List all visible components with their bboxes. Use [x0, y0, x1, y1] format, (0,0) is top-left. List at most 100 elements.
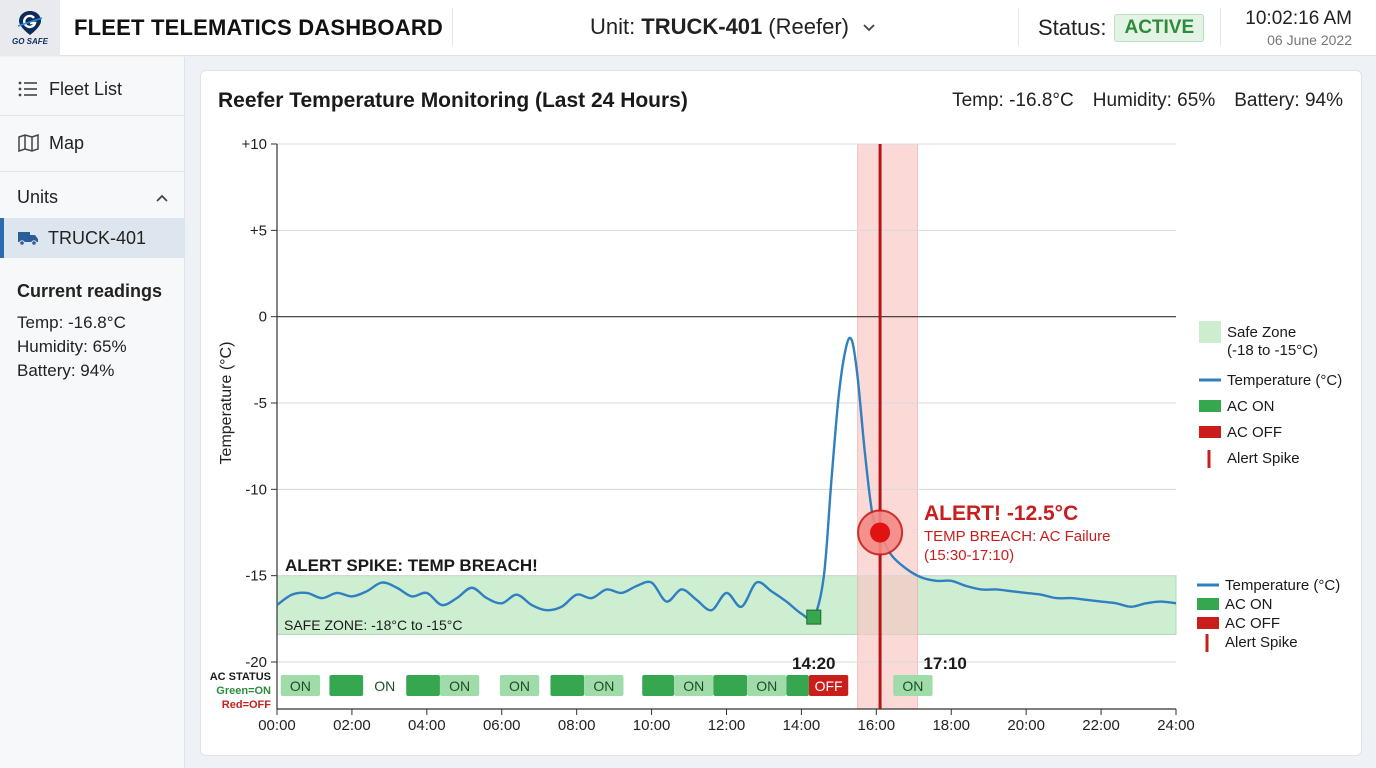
x-tick-label: 08:00 — [558, 717, 596, 734]
ac-status-segment-label: ON — [683, 678, 704, 694]
legend-label: Temperature (°C) — [1227, 372, 1342, 389]
legend-label: AC OFF — [1225, 615, 1280, 632]
x-tick-label: 24:00 — [1157, 717, 1195, 734]
ac-status-segment-label: ON — [374, 678, 395, 694]
sidebar-item-truck-401[interactable]: TRUCK-401 — [0, 218, 185, 258]
x-tick-label: 12:00 — [708, 717, 746, 734]
y-tick-label: 0 — [259, 309, 267, 326]
reading-battery: Battery: 94% — [17, 361, 115, 380]
legend-entry: AC OFF — [1197, 615, 1280, 632]
marker-time-label: 17:10 — [923, 654, 966, 673]
ac-status-segment — [550, 675, 585, 696]
truck-icon — [17, 230, 39, 246]
legend-entry: AC ON — [1197, 596, 1273, 613]
y-axis-label: Temperature (°C) — [218, 342, 235, 465]
sidebar-item-label: Fleet List — [49, 78, 123, 99]
legend-label: Temperature (°C) — [1225, 577, 1340, 594]
legend-entry: Alert Spike — [1205, 634, 1298, 652]
ac-status-segment — [642, 675, 675, 696]
ac-status-segment — [439, 675, 480, 696]
legend-entry: Safe Zone(-18 to -15°C) — [1199, 321, 1318, 359]
ac-status-legend-on: Green=ON — [216, 685, 271, 697]
sidebar-divider — [0, 115, 185, 116]
unit-selector[interactable]: Unit: TRUCK-401 (Reefer) — [590, 14, 877, 40]
reading-humidity: Humidity: 65% — [17, 337, 127, 356]
temp-reading: Temp: -16.8°C — [952, 90, 1074, 111]
breach-start-marker — [806, 609, 822, 625]
x-tick-label: 10:00 — [633, 717, 671, 734]
sidebar: Fleet List Map Units TRUCK-401 — [0, 57, 185, 768]
marker-time-label: 14:20 — [792, 654, 835, 673]
ac-status-segment — [584, 675, 624, 696]
x-tick-label: 04:00 — [408, 717, 446, 734]
ac-status-segment — [499, 675, 540, 696]
legend-label: Alert Spike — [1227, 450, 1300, 467]
chart-title: Reefer Temperature Monitoring (Last 24 H… — [218, 89, 688, 112]
units-label: Units — [17, 187, 59, 207]
ac-status-segment — [674, 675, 714, 696]
app-title: FLEET TELEMATICS DASHBOARD — [74, 15, 444, 40]
chevron-up-icon[interactable] — [155, 193, 169, 203]
alert-point — [870, 522, 891, 543]
unit-prefix: Unit: — [590, 14, 636, 39]
alert-callout-window: (15:30-17:10) — [924, 547, 1014, 564]
legend-label: AC ON — [1227, 398, 1275, 415]
temperature-series-line — [276, 336, 1177, 621]
sidebar-item-map[interactable]: Map — [0, 117, 185, 169]
alert-spike-title: ALERT SPIKE: TEMP BREACH! — [285, 556, 538, 575]
x-tick-label: 14:00 — [783, 717, 821, 734]
legend-entry: Alert Spike — [1207, 450, 1300, 468]
alert-window-band — [857, 143, 919, 710]
legend-entry: Temperature (°C) — [1199, 372, 1342, 389]
ac-status-segment-label: OFF — [815, 678, 843, 694]
ac-status-title: AC STATUS — [210, 671, 271, 683]
ac-status-segment-label: ON — [290, 678, 311, 694]
clock: 10:02:16 AM 06 June 2022 — [1245, 8, 1352, 48]
legend-swatch-ac-off — [1199, 426, 1221, 438]
status-indicator: Status: ACTIVE — [1038, 14, 1205, 42]
legend-entry: Temperature (°C) — [1197, 577, 1340, 594]
chart-card: Reefer Temperature Monitoring (Last 24 H… — [200, 70, 1362, 756]
legend-label: Safe Zone — [1227, 324, 1296, 341]
y-tick-label: -15 — [245, 568, 267, 585]
map-icon — [18, 134, 40, 152]
temperature-chart[interactable]: +10 +5 0 -5 -10 -15 -20 Temperature (°C) 00:00 02… — [201, 71, 1363, 757]
legend-label: AC ON — [1225, 596, 1273, 613]
x-tick-label: 18:00 — [932, 717, 970, 734]
list-icon — [18, 81, 40, 97]
header-divider — [1220, 8, 1221, 46]
y-tick-label: +10 — [242, 136, 267, 153]
sidebar-item-fleet-list[interactable]: Fleet List — [0, 63, 185, 115]
go-safe-logo[interactable]: GO SAFE — [0, 0, 60, 56]
chevron-down-icon[interactable] — [861, 19, 877, 35]
readings-summary: Temp: -16.8°C Humidity: 65% Battery: 94% — [952, 90, 1343, 112]
x-tick-label: 22:00 — [1082, 717, 1120, 734]
battery-reading: Battery: 94% — [1234, 90, 1343, 111]
clock-date: 06 June 2022 — [1267, 32, 1352, 48]
ac-status-segment-label: ON — [593, 678, 614, 694]
clock-time: 10:02:16 AM — [1245, 8, 1352, 29]
alert-callout-title: ALERT! -12.5°C — [924, 502, 1078, 525]
ac-status-legend-off: Red=OFF — [222, 699, 271, 711]
x-tick-label: 06:00 — [483, 717, 521, 734]
logo-text: GO SAFE — [11, 37, 48, 46]
safe-zone-label: SAFE ZONE: -18°C to -15°C — [284, 617, 462, 633]
ac-status-segment-label: ON — [449, 678, 470, 694]
legend-label: AC OFF — [1227, 424, 1282, 441]
units-section-toggle[interactable]: Units — [17, 187, 169, 208]
header-divider — [452, 8, 453, 46]
ac-status-segment — [280, 675, 321, 696]
y-tick-label: -5 — [254, 395, 267, 412]
header-divider — [1018, 8, 1019, 46]
legend-swatch-ac-off — [1197, 617, 1219, 629]
x-tick-label: 20:00 — [1007, 717, 1045, 734]
ac-status-segment — [893, 675, 933, 696]
unit-type: (Reefer) — [768, 14, 849, 39]
ac-status-segment-label: ON — [902, 678, 923, 694]
current-readings-title: Current readings — [17, 281, 163, 301]
legend-entry: AC ON — [1199, 398, 1275, 415]
x-tick-label: 02:00 — [333, 717, 371, 734]
legend-label: Alert Spike — [1225, 634, 1298, 651]
ac-status-segment — [747, 675, 787, 696]
status-label: Status: — [1038, 15, 1107, 40]
